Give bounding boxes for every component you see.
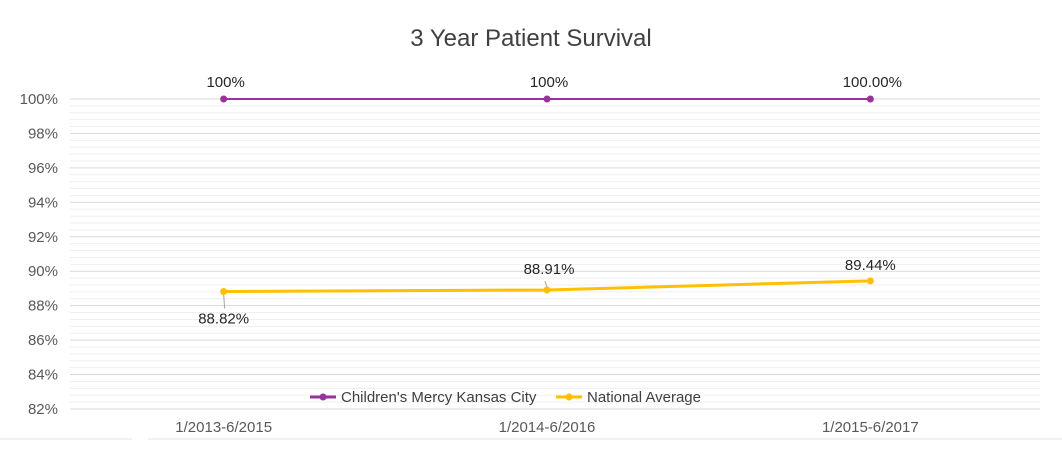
- data-point: [220, 288, 228, 296]
- y-tick-label: 82%: [28, 401, 58, 418]
- y-axis: 82% 84% 86% 88% 90% 92% 94% 96% 98% 100%: [20, 91, 58, 418]
- data-label: 100%: [206, 74, 244, 91]
- legend-label: National Average: [587, 389, 701, 406]
- x-tick-label: 1/2015-6/2017: [822, 419, 919, 436]
- x-tick-label: 1/2013-6/2015: [175, 419, 272, 436]
- y-tick-label: 96%: [28, 160, 58, 177]
- data-point: [543, 95, 551, 103]
- x-tick-label: 1/2014-6/2016: [499, 419, 596, 436]
- data-point: [866, 95, 874, 103]
- y-tick-label: 90%: [28, 263, 58, 280]
- x-axis: 1/2013-6/2015 1/2014-6/2016 1/2015-6/2017: [175, 419, 918, 436]
- data-label: 88.82%: [198, 311, 249, 328]
- gridlines: [70, 98, 1040, 410]
- y-tick-label: 84%: [28, 367, 58, 384]
- y-tick-label: 88%: [28, 298, 58, 315]
- y-tick-label: 98%: [28, 125, 58, 142]
- data-label: 89.44%: [845, 257, 896, 274]
- y-tick-label: 92%: [28, 229, 58, 246]
- label-leader: [223, 294, 226, 309]
- y-tick-label: 100%: [20, 91, 58, 108]
- legend: Children's Mercy Kansas City National Ave…: [310, 389, 701, 406]
- data-label: 100%: [530, 74, 568, 91]
- data-point: [866, 277, 874, 285]
- legend-marker: [565, 393, 573, 401]
- data-point: [543, 286, 551, 294]
- data-point: [220, 95, 228, 103]
- data-label: 100.00%: [843, 74, 902, 91]
- series-layer: [220, 95, 874, 296]
- legend-label: Children's Mercy Kansas City: [341, 389, 537, 406]
- y-tick-label: 86%: [28, 332, 58, 349]
- chart-title: 3 Year Patient Survival: [410, 25, 652, 52]
- data-labels: 100% 100% 100.00% 88.82% 88.91% 89.44%: [198, 74, 902, 328]
- label-leader: [544, 280, 548, 288]
- y-tick-label: 94%: [28, 194, 58, 211]
- data-label: 88.91%: [524, 261, 575, 278]
- legend-marker: [319, 393, 327, 401]
